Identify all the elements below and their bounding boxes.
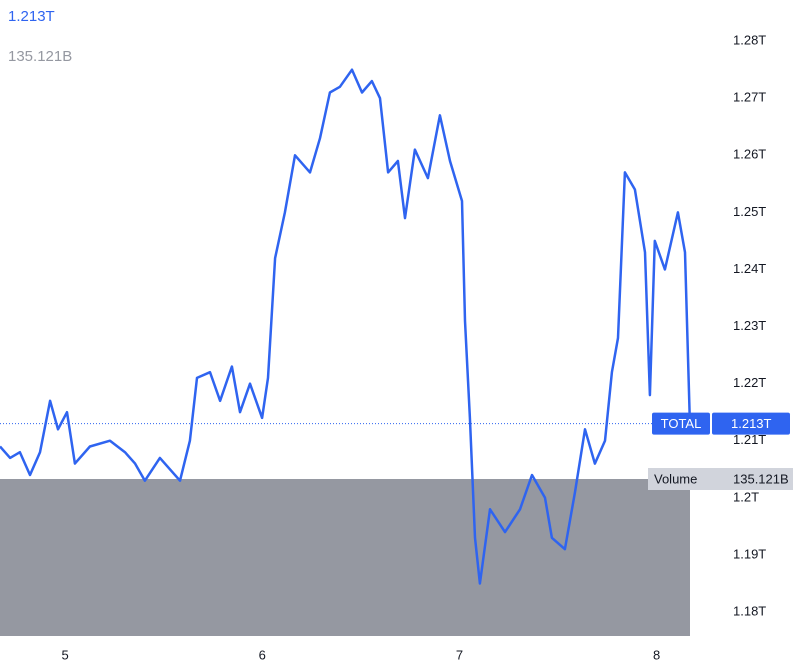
x-tick-label: 5 <box>61 647 68 662</box>
volume-area <box>0 479 690 636</box>
x-tick-label: 7 <box>456 647 463 662</box>
price-tag <box>712 412 790 435</box>
y-tick-label: 1.21T <box>733 432 766 447</box>
x-tick-label: 8 <box>653 647 660 662</box>
y-tick-label: 1.18T <box>733 603 766 618</box>
y-tick-label: 1.19T <box>733 546 766 561</box>
header-volume: 135.121B <box>8 48 72 65</box>
series-tag <box>652 412 710 435</box>
series-tag-label: TOTAL <box>661 416 702 431</box>
y-tick-label: 1.2T <box>733 489 759 504</box>
y-tick-label: 1.22T <box>733 375 766 390</box>
header-value: 1.213T <box>8 8 55 25</box>
volume-tag-name: Volume <box>654 471 697 486</box>
y-tick-label: 1.24T <box>733 261 766 276</box>
x-tick-label: 6 <box>259 647 266 662</box>
price-line <box>0 68 692 585</box>
y-tick-label: 1.28T <box>733 33 766 48</box>
volume-tag <box>648 468 793 490</box>
y-tick-label: 1.23T <box>733 318 766 333</box>
y-tick-label: 1.25T <box>733 204 766 219</box>
volume-tag-value: 135.121B <box>733 471 789 486</box>
y-tick-label: 1.27T <box>733 90 766 105</box>
price-tag-label: 1.213T <box>731 416 772 431</box>
y-tick-label: 1.26T <box>733 147 766 162</box>
